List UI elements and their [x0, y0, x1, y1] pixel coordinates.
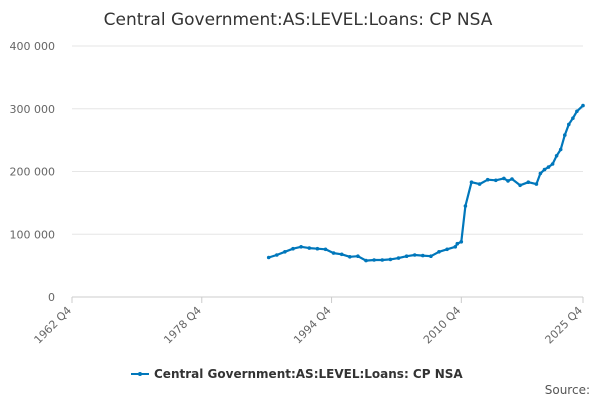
data-point[interactable] — [339, 252, 344, 257]
x-tick-label: 1994 Q4 — [291, 304, 334, 347]
data-point[interactable] — [331, 251, 336, 255]
data-point[interactable] — [502, 176, 506, 181]
x-axis: 1962 Q4 1978 Q4 1994 Q4 2010 Q4 2025 Q4 — [32, 297, 586, 347]
data-point[interactable] — [571, 116, 575, 120]
data-point[interactable] — [469, 180, 474, 184]
data-point[interactable] — [412, 253, 417, 257]
legend[interactable]: Central Government:AS:LEVEL:Loans: CP NS… — [131, 367, 463, 381]
data-point[interactable] — [506, 179, 510, 183]
legend-label: Central Government:AS:LEVEL:Loans: CP NS… — [154, 367, 463, 381]
grid — [72, 45, 583, 298]
data-point[interactable] — [546, 165, 551, 169]
data-point[interactable] — [364, 258, 368, 263]
data-point[interactable] — [534, 182, 539, 186]
data-point[interactable] — [550, 162, 555, 166]
data-point[interactable] — [437, 250, 441, 254]
data-point[interactable] — [429, 254, 433, 258]
data-point[interactable] — [307, 246, 312, 250]
data-point[interactable] — [463, 204, 468, 208]
data-point[interactable] — [348, 254, 352, 259]
data-point[interactable] — [380, 258, 385, 262]
data-point[interactable] — [396, 256, 401, 260]
data-point[interactable] — [266, 255, 271, 260]
y-tick-label: 300 000 — [10, 103, 56, 116]
data-point[interactable] — [526, 180, 531, 184]
y-tick-label: 100 000 — [10, 228, 56, 241]
x-tick-label: 2010 Q4 — [421, 304, 464, 347]
data-point[interactable] — [388, 257, 393, 262]
data-point[interactable] — [291, 246, 295, 251]
data-point[interactable] — [477, 182, 482, 186]
x-tick-label: 1978 Q4 — [161, 304, 204, 347]
data-point[interactable] — [510, 177, 514, 181]
data-point[interactable] — [453, 245, 458, 249]
data-point[interactable] — [372, 258, 376, 262]
y-tick-label: 0 — [48, 291, 55, 304]
x-tick-label: 1962 Q4 — [32, 304, 75, 347]
data-point[interactable] — [404, 254, 409, 258]
x-tick-label: 2025 Q4 — [543, 304, 586, 347]
legend-point-marker — [138, 372, 142, 376]
data-point[interactable] — [581, 103, 585, 108]
y-tick-label: 400 000 — [10, 40, 56, 53]
data-point[interactable] — [356, 254, 360, 258]
data-point[interactable] — [563, 133, 567, 137]
data-point[interactable] — [518, 183, 522, 188]
data-point[interactable] — [323, 247, 328, 252]
data-point[interactable] — [455, 241, 460, 246]
data-point[interactable] — [542, 167, 547, 172]
series-layer — [266, 103, 585, 263]
data-point[interactable] — [459, 240, 464, 244]
data-point[interactable] — [554, 154, 559, 158]
data-point[interactable] — [421, 253, 425, 258]
data-point[interactable] — [575, 109, 579, 114]
data-point[interactable] — [494, 178, 498, 183]
y-tick-label: 200 000 — [10, 166, 56, 179]
data-point[interactable] — [538, 171, 543, 176]
data-point[interactable] — [283, 250, 287, 254]
data-point[interactable] — [315, 246, 320, 251]
source-label[interactable]: Source: — [545, 383, 590, 397]
chart-title: Central Government:AS:LEVEL:Loans: CP NS… — [104, 10, 493, 30]
data-point[interactable] — [299, 245, 303, 249]
data-point[interactable] — [485, 177, 490, 182]
data-point[interactable] — [275, 253, 279, 257]
data-point[interactable] — [445, 247, 449, 252]
data-point[interactable] — [558, 147, 563, 152]
y-axis-tick-labels: 0 100 000 200 000 300 000 400 000 — [10, 40, 56, 304]
data-point[interactable] — [567, 122, 571, 127]
